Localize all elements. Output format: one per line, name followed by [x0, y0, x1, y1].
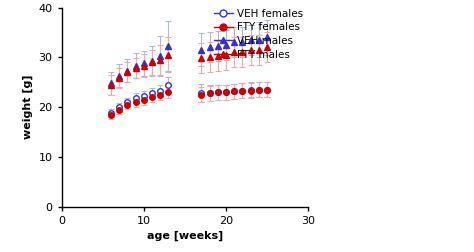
Y-axis label: weight [g]: weight [g] [23, 75, 33, 139]
Legend: VEH females, FTY females, VEH males, FTY males: VEH females, FTY females, VEH males, FTY… [214, 9, 303, 60]
X-axis label: age [weeks]: age [weeks] [147, 231, 223, 241]
